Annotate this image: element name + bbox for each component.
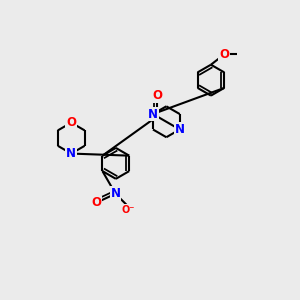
Text: O: O [66,116,76,129]
Text: O: O [91,196,101,209]
Text: N: N [110,187,121,200]
Text: N: N [175,123,185,136]
Text: O⁻: O⁻ [122,205,135,214]
Text: N: N [66,147,76,160]
Text: O: O [219,48,229,61]
Text: O: O [152,89,162,102]
Text: N: N [148,107,158,121]
